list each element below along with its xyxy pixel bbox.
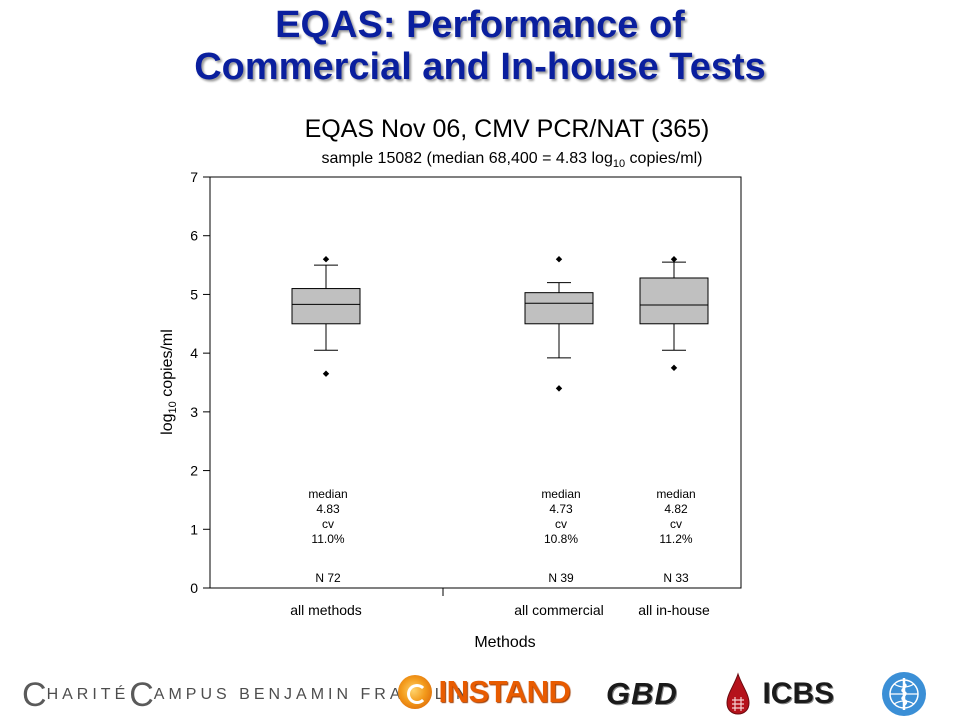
chart-title: EQAS Nov 06, CMV PCR/NAT (365) [305,115,710,143]
plot-frame [209,176,742,589]
n-count-label: N 39 [548,571,574,585]
n-count-label: N 33 [663,571,689,585]
y-axis-label-subscript: 10 [167,401,179,413]
chart-subtitle: sample 15082 (median 68,400 = 4.83 log10… [322,150,703,170]
stat-label: 11.0% [311,532,344,546]
footer-logos: CHARITÉCAMPUS BENJAMIN FRANKLIN INSTAND … [0,668,960,720]
y-axis: 0 1 2 3 4 5 6 7 [190,169,210,596]
n-count-label: N 72 [315,571,341,585]
stat-label: 10.8% [544,532,578,546]
stat-label: median [541,487,580,501]
box-plot-chart: EQAS Nov 06, CMV PCR/NAT (365) sample 15… [159,115,742,651]
gbd-logo: GBD [606,676,678,711]
y-tick-label: 3 [190,404,198,420]
outlier-point [670,256,678,263]
stat-label: median [308,487,347,501]
x-axis: all methods all commercial all in-house [290,588,710,618]
instand-logo-text: INSTAND [438,674,571,709]
icbs-logo: ICBS [724,672,834,718]
y-tick-label: 6 [190,228,198,244]
y-axis-label-end: copies/ml [159,329,176,401]
stat-label: median [656,487,695,501]
icbs-logo-text: ICBS [762,677,835,710]
stat-label: 4.73 [549,502,573,516]
outlier-point [555,385,563,392]
y-axis-label: log10 copies/ml [159,329,179,435]
campus-logo-words: AMPUS BENJAMIN FRANKLIN [153,686,472,703]
instand-logo: INSTAND [398,674,571,714]
chart-subtitle-subscript: 10 [613,158,625,170]
charite-logo-initial: C [22,676,47,714]
y-tick-label: 1 [190,521,198,537]
outlier-point [322,370,330,377]
blood-drop-icon [726,672,750,715]
y-tick-label: 5 [190,286,198,302]
outlier-point [322,256,330,263]
stat-label: 4.82 [664,502,688,516]
instand-swirl-icon [398,675,432,709]
stat-label: 4.83 [316,502,340,516]
slide-title: EQAS: Performance of Commercial and In-h… [0,4,960,88]
stat-label: cv [322,517,334,531]
y-tick-label: 2 [190,463,198,479]
charite-logo-word: HARITÉ [46,686,130,703]
y-tick-label: 0 [190,580,198,596]
slide-title-line-1: EQAS: Performance of [275,4,685,46]
x-category-label: all methods [290,602,362,618]
slide-title-line-2: Commercial and In-house Tests [194,46,766,88]
x-axis-label: Methods [474,634,535,651]
stat-label: cv [670,517,682,531]
who-emblem-icon [882,672,926,716]
stat-label: 11.2% [659,532,692,546]
x-category-label: all commercial [514,602,603,618]
campus-logo-initial: C [129,676,154,714]
box-body [639,277,709,325]
charite-logo: CHARITÉCAMPUS BENJAMIN FRANKLIN [22,676,468,714]
y-tick-label: 7 [190,169,198,185]
chart-subtitle-end: copies/ml) [625,150,702,167]
outlier-point [670,364,678,372]
outlier-point [555,256,563,263]
box-body [524,292,594,325]
stat-label: cv [555,517,567,531]
y-axis-label-main: log [159,413,176,434]
y-tick-label: 4 [190,345,198,361]
x-category-label: all in-house [638,602,710,618]
box-body [291,288,361,325]
chart-subtitle-main: sample 15082 (median 68,400 = 4.83 log [322,150,613,167]
